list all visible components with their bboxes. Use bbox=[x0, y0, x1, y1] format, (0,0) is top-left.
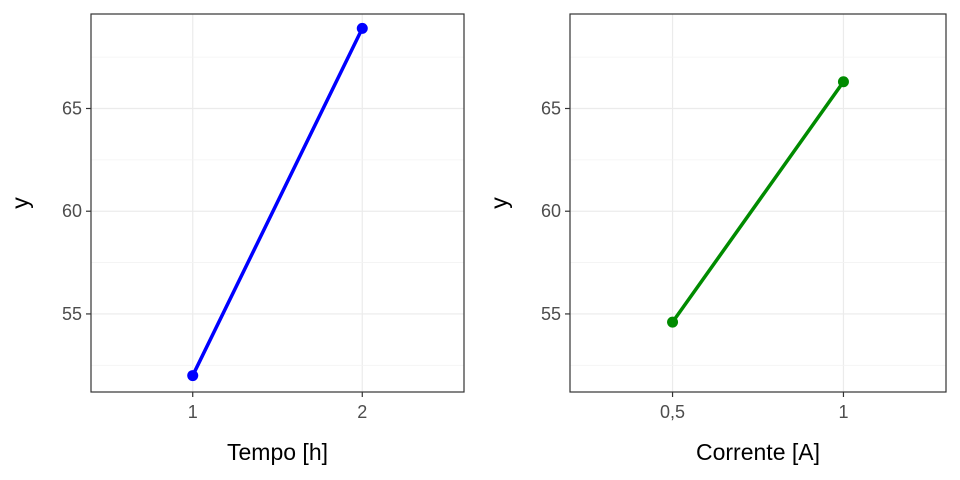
series-layer bbox=[187, 22, 368, 382]
series-line bbox=[190, 26, 365, 378]
y-tick-label: 65 bbox=[62, 99, 82, 119]
ticks-layer: 55 60 65 1 2 bbox=[62, 99, 367, 423]
x-axis-title: Corrente [A] bbox=[696, 439, 820, 465]
y-tick-label: 60 bbox=[541, 201, 561, 221]
data-point bbox=[667, 316, 679, 328]
x-tick-label: 2 bbox=[357, 402, 367, 422]
y-tick-label: 55 bbox=[541, 304, 561, 324]
chart-panel-tempo: 55 60 65 1 2 Tempo [h] y bbox=[7, 13, 465, 465]
x-axis-title: Tempo [h] bbox=[227, 439, 328, 465]
chart-panel-corrente: 55 60 65 0,5 1 Corrente [A] y bbox=[486, 13, 947, 465]
y-tick-label: 60 bbox=[62, 201, 82, 221]
data-point bbox=[356, 22, 368, 34]
y-tick-label: 55 bbox=[62, 304, 82, 324]
data-point bbox=[837, 76, 849, 88]
y-tick-label: 65 bbox=[541, 99, 561, 119]
series-layer bbox=[667, 76, 849, 328]
y-axis-title: y bbox=[486, 197, 512, 209]
gridlines bbox=[570, 14, 946, 392]
gridlines bbox=[91, 14, 464, 392]
data-point bbox=[187, 370, 199, 382]
series-line bbox=[670, 80, 846, 324]
x-tick-label: 0,5 bbox=[660, 402, 685, 422]
ticks-layer: 55 60 65 0,5 1 bbox=[541, 99, 848, 423]
x-tick-label: 1 bbox=[838, 402, 848, 422]
y-axis-title: y bbox=[7, 197, 33, 209]
panel-border bbox=[569, 13, 947, 393]
x-tick-label: 1 bbox=[188, 402, 198, 422]
panel-border bbox=[90, 13, 465, 393]
